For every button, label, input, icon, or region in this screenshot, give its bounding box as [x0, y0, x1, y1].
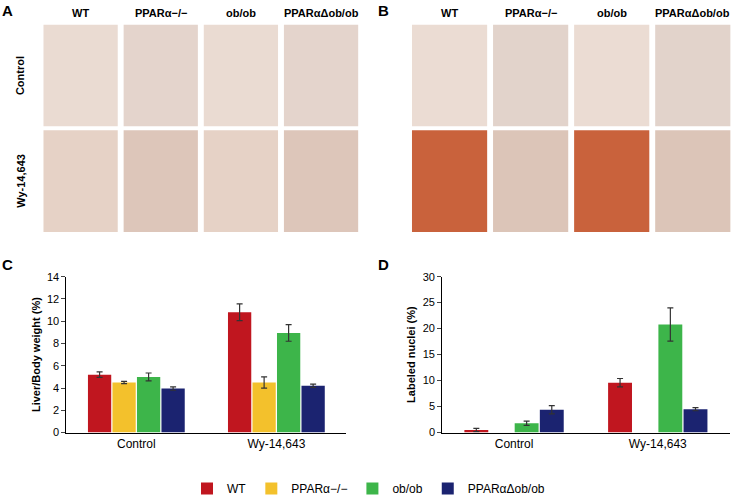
- svg-text:PPARα−/−: PPARα−/−: [135, 7, 187, 19]
- svg-text:6: 6: [53, 360, 59, 372]
- svg-text:Control: Control: [495, 437, 534, 451]
- svg-text:12: 12: [47, 293, 59, 305]
- svg-text:WT: WT: [227, 482, 246, 496]
- svg-text:C: C: [2, 256, 13, 273]
- svg-text:Labeled nuclei (%): Labeled nuclei (%): [405, 306, 417, 403]
- svg-text:2: 2: [53, 404, 59, 416]
- svg-text:D: D: [378, 256, 389, 273]
- svg-text:Control: Control: [117, 437, 156, 451]
- svg-text:Control: Control: [14, 56, 26, 95]
- svg-text:0: 0: [53, 426, 59, 438]
- svg-text:PPARαΔob/ob: PPARαΔob/ob: [655, 7, 730, 19]
- svg-text:ob/ob: ob/ob: [597, 7, 627, 19]
- svg-text:10: 10: [47, 315, 59, 327]
- svg-text:ob/ob: ob/ob: [226, 7, 256, 19]
- svg-text:5: 5: [429, 400, 435, 412]
- svg-text:PPARαΔob/ob: PPARαΔob/ob: [468, 482, 545, 496]
- svg-text:20: 20: [423, 322, 435, 334]
- svg-text:25: 25: [423, 296, 435, 308]
- svg-text:A: A: [2, 2, 13, 19]
- svg-text:14: 14: [47, 271, 59, 283]
- svg-text:WT: WT: [441, 7, 458, 19]
- svg-text:10: 10: [423, 374, 435, 386]
- svg-text:PPARα−/−: PPARα−/−: [291, 482, 347, 496]
- svg-text:Liver/Body weight (%): Liver/Body weight (%): [30, 297, 42, 412]
- svg-text:WT: WT: [72, 7, 89, 19]
- svg-text:15: 15: [423, 348, 435, 360]
- svg-text:ob/ob: ob/ob: [392, 482, 422, 496]
- svg-text:Wy-14,643: Wy-14,643: [247, 437, 305, 451]
- svg-text:Wy-14,643: Wy-14,643: [15, 154, 27, 208]
- svg-text:Wy-14,643: Wy-14,643: [629, 437, 687, 451]
- svg-text:0: 0: [429, 426, 435, 438]
- svg-text:30: 30: [423, 271, 435, 283]
- svg-text:B: B: [378, 2, 389, 19]
- svg-text:8: 8: [53, 337, 59, 349]
- svg-text:4: 4: [53, 382, 59, 394]
- svg-text:PPARαΔob/ob: PPARαΔob/ob: [284, 7, 359, 19]
- svg-text:PPARα−/−: PPARα−/−: [505, 7, 557, 19]
